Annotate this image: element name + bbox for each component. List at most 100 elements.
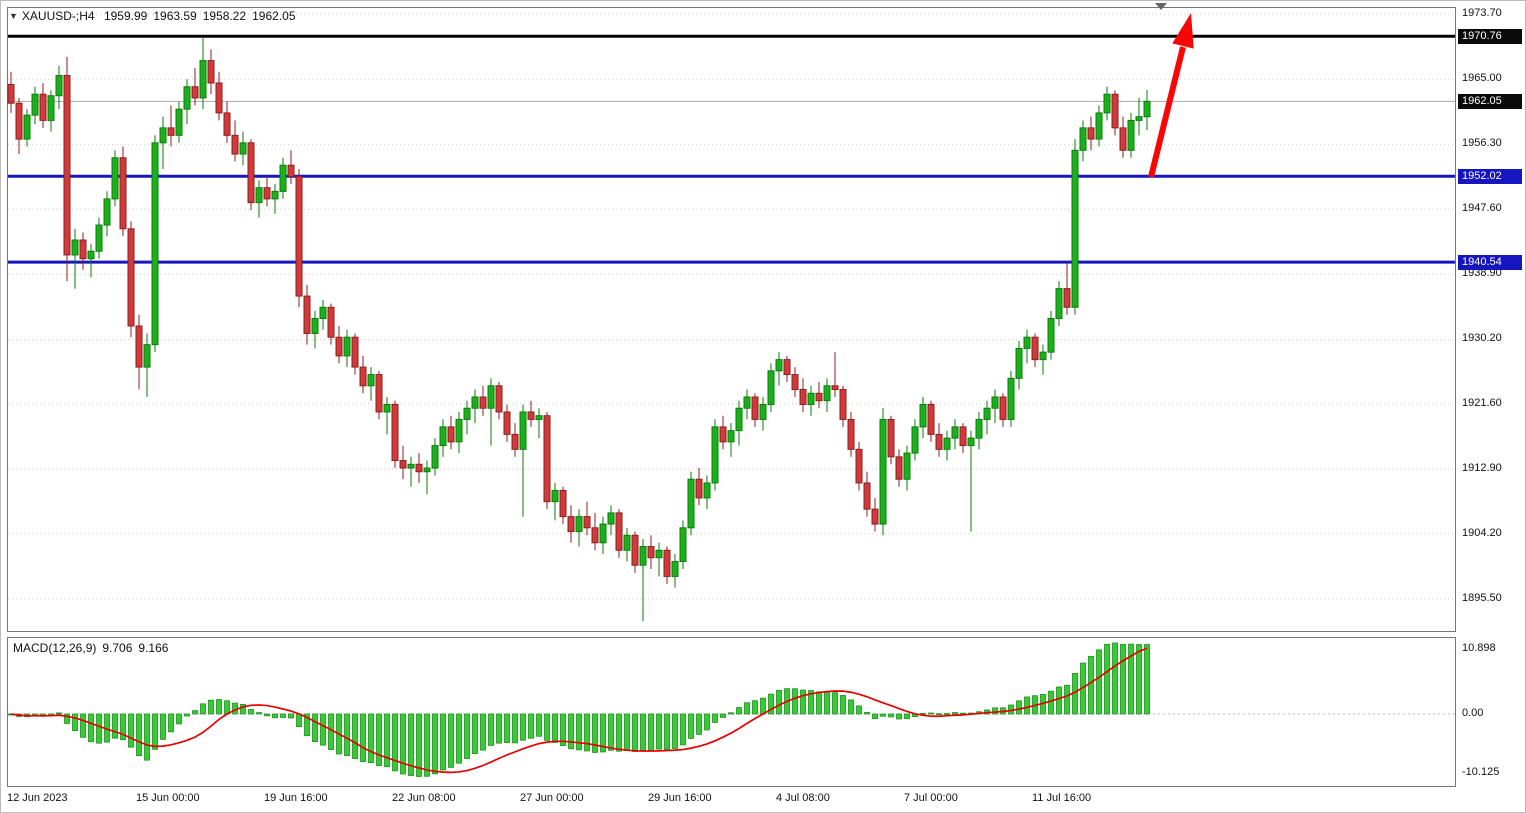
macd-histogram-bar xyxy=(680,713,686,746)
macd-histogram-bar xyxy=(144,713,150,761)
macd-histogram-bar xyxy=(824,691,830,715)
macd-histogram-bar xyxy=(264,713,270,717)
macd-histogram-bar xyxy=(848,699,854,715)
trend-arrow-line xyxy=(1148,46,1186,178)
price-axis[interactable]: 1973.70 1965.00 1956.30 1947.60 1938.90 1930.… xyxy=(1457,1,1525,787)
price-badge: 1970.76 xyxy=(1458,28,1522,44)
candle-body xyxy=(1031,336,1039,361)
candle-body xyxy=(927,403,935,435)
candle-body xyxy=(631,534,639,566)
candle-body xyxy=(1015,347,1023,379)
candle-body xyxy=(735,407,743,432)
candle-body xyxy=(1119,127,1127,151)
candle-body xyxy=(295,175,303,297)
candle-body xyxy=(311,318,319,334)
candle-body xyxy=(191,86,199,99)
macd-histogram-bar xyxy=(184,713,190,717)
candle-body xyxy=(879,418,887,525)
candle-body xyxy=(831,385,839,391)
time-axis-label: 29 Jun 16:00 xyxy=(648,792,712,804)
candle-body xyxy=(1007,377,1015,420)
candle-body xyxy=(415,463,423,473)
macd-histogram-bar xyxy=(448,713,454,768)
candle-body xyxy=(1095,112,1103,140)
price-axis-label: 1895.50 xyxy=(1462,591,1502,604)
macd-histogram-bar xyxy=(520,713,526,741)
candle-body xyxy=(583,516,591,529)
macd-histogram-bar xyxy=(904,713,910,720)
candle-body xyxy=(1055,288,1063,320)
macd-histogram-bar xyxy=(768,693,774,715)
candle-body xyxy=(175,108,183,136)
candle-body xyxy=(327,306,335,338)
trend-arrow-head xyxy=(1172,13,1194,49)
macd-signal-line xyxy=(10,647,1148,774)
candle-body xyxy=(407,463,415,469)
ohlc-close-value: 1962.05 xyxy=(252,9,296,23)
macd-histogram-bar xyxy=(464,713,470,759)
price-axis-label: 1938.90 xyxy=(1462,267,1502,280)
macd-histogram-bar xyxy=(88,713,94,743)
macd-histogram-bar xyxy=(648,713,654,751)
candle-body xyxy=(15,102,23,140)
candle-body xyxy=(151,142,159,346)
macd-histogram-bar xyxy=(752,700,758,715)
macd-histogram-bar xyxy=(1144,644,1150,715)
candle-body xyxy=(159,127,167,144)
candle-body xyxy=(495,385,503,413)
candle-body xyxy=(511,433,519,450)
candle-body xyxy=(95,224,103,252)
candle-body xyxy=(367,374,375,387)
macd-histogram-bar xyxy=(328,713,334,750)
candle-body xyxy=(559,489,567,518)
macd-histogram-bar xyxy=(832,692,838,715)
candle-body xyxy=(719,426,727,443)
candle-body xyxy=(431,445,439,469)
macd-histogram-bar xyxy=(432,713,438,775)
main-pane-frame xyxy=(7,7,1456,632)
candle-body xyxy=(959,426,967,447)
macd-histogram-bar xyxy=(640,713,646,752)
time-axis-label: 27 Jun 00:00 xyxy=(520,792,584,804)
macd-histogram-bar xyxy=(80,713,86,738)
candle-body xyxy=(967,437,975,447)
price-axis-label: 1973.70 xyxy=(1462,7,1502,20)
candle-body xyxy=(1063,288,1071,308)
macd-histogram-bar xyxy=(720,713,726,718)
candle-body xyxy=(911,426,919,454)
candle-body xyxy=(975,418,983,439)
candle-body xyxy=(935,433,943,450)
candle-body xyxy=(543,415,551,503)
candle-body xyxy=(55,75,63,97)
candle-body xyxy=(951,426,959,439)
candle-body xyxy=(639,546,647,566)
candle-body xyxy=(895,456,903,480)
candle-body xyxy=(271,190,279,200)
macd-histogram-bar xyxy=(576,713,582,751)
macd-histogram-bar xyxy=(304,713,310,737)
candle-body xyxy=(847,418,855,450)
candle-body xyxy=(359,366,367,387)
candle-body xyxy=(655,549,663,559)
macd-histogram-bar xyxy=(888,713,894,718)
candle-body xyxy=(679,527,687,562)
macd-histogram-bar xyxy=(704,713,710,731)
candle-body xyxy=(303,295,311,334)
macd-label: MACD(12,26,9) xyxy=(13,641,97,655)
macd-histogram-bar xyxy=(488,713,494,746)
candle-body xyxy=(343,336,351,357)
macd-histogram-bar xyxy=(64,713,70,724)
candle-body xyxy=(239,142,247,155)
candle-body xyxy=(1103,93,1111,114)
macd-histogram-bar xyxy=(560,713,566,747)
macd-axis-zero-label: 0.00 xyxy=(1462,707,1484,719)
macd-histogram-bar xyxy=(1088,655,1094,715)
macd-histogram-bar xyxy=(944,713,950,715)
macd-histogram-bar xyxy=(416,713,422,777)
candle-body xyxy=(319,306,327,320)
macd-histogram-bar xyxy=(384,713,390,768)
time-axis[interactable]: 12 Jun 2023 15 Jun 00:00 19 Jun 16:00 22 Ju… xyxy=(1,789,1525,812)
macd-histogram-bar xyxy=(240,703,246,715)
